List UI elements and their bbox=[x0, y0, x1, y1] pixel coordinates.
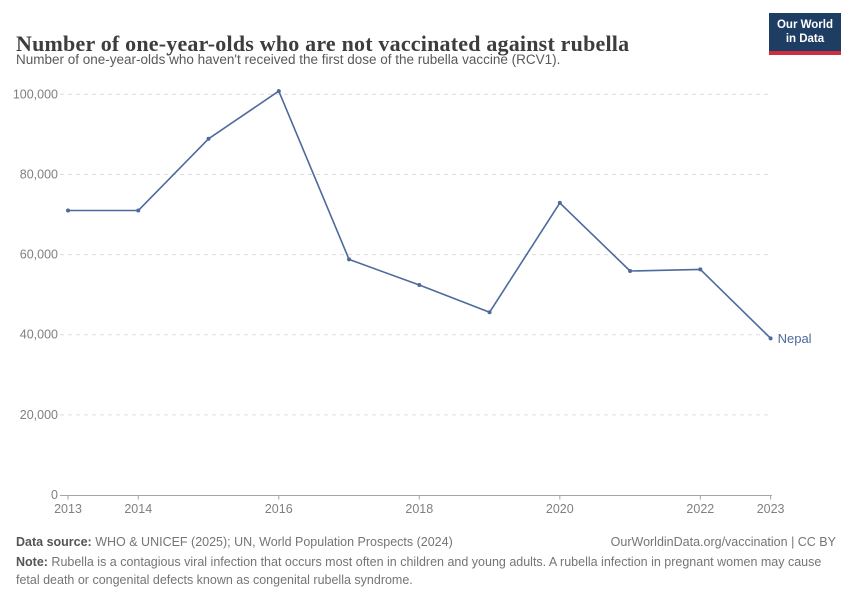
y-axis-tick-label: 0 bbox=[51, 488, 58, 502]
x-axis-tick-label: 2022 bbox=[686, 502, 714, 516]
data-line bbox=[67, 90, 772, 340]
data-point bbox=[698, 267, 703, 272]
x-axis-tick-label: 2014 bbox=[124, 502, 152, 516]
note-text: Rubella is a contagious viral infection … bbox=[16, 555, 822, 588]
y-axis-tick-label: 60,000 bbox=[20, 248, 58, 262]
data-point bbox=[136, 208, 141, 213]
x-axis-tick-label: 2013 bbox=[54, 502, 82, 516]
y-axis-tick-label: 100,000 bbox=[13, 87, 58, 101]
y-axis-tick-label: 80,000 bbox=[20, 167, 58, 181]
y-axis-tick-label: 40,000 bbox=[20, 328, 58, 342]
data-point bbox=[557, 200, 562, 205]
data-point bbox=[347, 257, 352, 262]
y-axis-tick-label: 20,000 bbox=[20, 408, 58, 422]
page-title: Number of one-year-olds who are not vacc… bbox=[16, 30, 630, 56]
owid-logo-line2: in Data bbox=[785, 33, 825, 46]
x-axis-tick-label: 2018 bbox=[405, 502, 433, 516]
chart-note: Note: Rubella is a contagious viral infe… bbox=[16, 553, 836, 589]
note-label: Note: bbox=[16, 555, 48, 570]
data-point bbox=[276, 89, 281, 94]
entity-label: Nepal bbox=[778, 331, 812, 346]
data-point bbox=[768, 336, 773, 341]
owid-logo-line1: Our World bbox=[776, 19, 833, 31]
data-point bbox=[66, 208, 70, 213]
owid-logo[interactable]: Our World in Data bbox=[768, 13, 841, 55]
chart-subtitle: Number of one-year-olds who haven't rece… bbox=[16, 52, 561, 67]
x-axis-tick-label: 2023 bbox=[757, 502, 785, 516]
license-link[interactable]: OurWorldinData.org/vaccination | CC BY bbox=[610, 535, 836, 549]
data-point bbox=[417, 283, 422, 288]
x-axis-tick-label: 2020 bbox=[546, 502, 574, 516]
x-axis-tick-label: 2016 bbox=[265, 502, 293, 516]
data-source-label: Data source: bbox=[16, 535, 92, 549]
data-point bbox=[628, 269, 633, 274]
data-point bbox=[487, 310, 492, 315]
data-source-text: WHO & UNICEF (2025); UN, World Populatio… bbox=[91, 535, 453, 549]
data-source: Data source: WHO & UNICEF (2025); UN, Wo… bbox=[16, 533, 453, 551]
data-point bbox=[206, 136, 211, 141]
chart-footer: Data source: WHO & UNICEF (2025); UN, Wo… bbox=[16, 533, 836, 589]
